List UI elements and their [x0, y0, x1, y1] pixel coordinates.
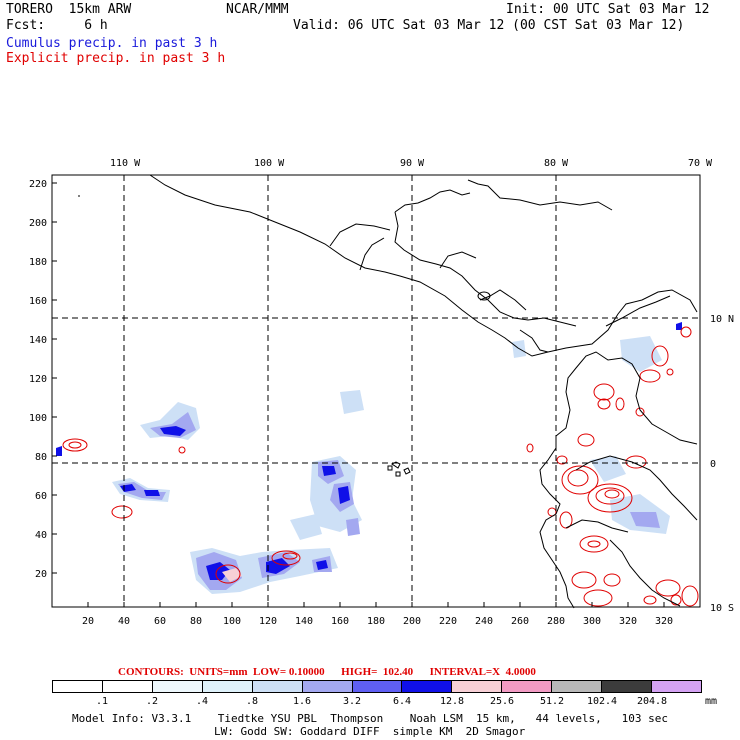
contour-info: CONTOURS: UNITS=mm LOW= 0.10000 HIGH= 10… — [118, 666, 536, 678]
lon-label-80w: 80 W — [544, 158, 569, 169]
x-tick-label: 120 — [259, 616, 277, 627]
x-tick-labels: 20 40 60 80 100 120 140 160 180 200 220 … — [82, 616, 637, 627]
lon-label-70w: 70 W — [688, 158, 713, 169]
colorbar-unit: mm — [704, 696, 718, 707]
y-tick-label: 120 — [29, 374, 47, 385]
cumulus-precip-areas — [56, 322, 682, 594]
x-tick-label-320: 320 — [655, 616, 673, 627]
x-tick-label: 280 — [547, 616, 565, 627]
map-frame — [51, 174, 701, 608]
colorbar-label: 3.2 — [342, 696, 362, 707]
model-info-line2: LW: Godd SW: Goddard DIFF simple KM 2D S… — [214, 725, 526, 738]
lon-label-90w: 90 W — [400, 158, 425, 169]
colorbar-label: 12.8 — [439, 696, 465, 707]
colorbar-swatch — [352, 681, 403, 692]
y-tick-label: 80 — [35, 452, 47, 463]
y-tick-label: 40 — [35, 530, 47, 541]
colorbar-swatch — [252, 681, 303, 692]
colorbar-label: .4 — [195, 696, 209, 707]
x-tick-label: 80 — [190, 616, 202, 627]
colorbar-label: 25.6 — [489, 696, 515, 707]
x-tick-label: 140 — [295, 616, 313, 627]
x-tick-label: 320 — [619, 616, 637, 627]
x-tick-label: 200 — [403, 616, 421, 627]
coastlines — [78, 174, 698, 609]
y-tick-label: 180 — [29, 257, 47, 268]
y-tick-label: 20 — [35, 569, 47, 580]
colorbar-swatch — [102, 681, 153, 692]
model-info-line1: Model Info: V3.3.1 Tiedtke YSU PBL Thomp… — [72, 712, 669, 725]
grid-lines — [52, 175, 700, 607]
y-tick-label: 140 — [29, 335, 47, 346]
x-tick-labels-extra: 320 — [655, 616, 673, 627]
colorbar-label: 102.4 — [586, 696, 618, 707]
colorbar-swatch — [452, 681, 503, 692]
valid-time: Valid: 06 UTC Sat 03 Mar 12 (00 CST Sat … — [293, 18, 685, 33]
x-tick-label: 20 — [82, 616, 94, 627]
colorbar-label: 204.8 — [636, 696, 668, 707]
y-tick-labels: 20 40 60 80 100 120 140 160 180 200 220 — [29, 179, 47, 580]
x-tick-label: 240 — [475, 616, 493, 627]
legend-cumulus: Cumulus precip. in past 3 h — [6, 36, 218, 51]
x-axis-ticks — [87, 602, 665, 607]
colorbar-swatch — [602, 681, 653, 692]
colorbar-label: 51.2 — [539, 696, 565, 707]
colorbar-swatch — [152, 681, 203, 692]
colorbar-swatch — [652, 681, 701, 692]
x-tick-label: 60 — [154, 616, 166, 627]
colorbar-label: 1.6 — [292, 696, 312, 707]
explicit-precip-contours — [62, 326, 699, 607]
x-tick-label: 160 — [331, 616, 349, 627]
lon-label-100w: 100 W — [254, 158, 285, 169]
colorbar-label: .8 — [245, 696, 259, 707]
colorbar-label: 6.4 — [392, 696, 412, 707]
colorbar-swatch — [402, 681, 453, 692]
y-tick-label: 220 — [29, 179, 47, 190]
x-tick-label: 180 — [367, 616, 385, 627]
x-tick-label: 100 — [223, 616, 241, 627]
y-axis-ticks — [52, 182, 57, 574]
lat-label-10s: 10 S — [710, 603, 734, 614]
y-tick-label: 100 — [29, 413, 47, 424]
colorbar-swatch — [302, 681, 353, 692]
forecast-hour: Fcst: 6 h — [6, 18, 108, 33]
x-tick-label: 220 — [439, 616, 457, 627]
legend-explicit: Explicit precip. in past 3 h — [6, 51, 226, 66]
lat-label-10n: 10 N — [710, 314, 734, 325]
y-tick-label: 60 — [35, 491, 47, 502]
colorbar-swatch — [502, 681, 553, 692]
colorbar-label: .1 — [95, 696, 109, 707]
lat-label-0: 0 — [710, 459, 716, 470]
colorbar-swatch — [552, 681, 603, 692]
y-tick-label: 160 — [29, 296, 47, 307]
y-tick-label: 200 — [29, 218, 47, 229]
colorbar-swatch — [53, 681, 103, 692]
x-tick-label: 40 — [118, 616, 130, 627]
x-tick-label: 300 — [583, 616, 601, 627]
colorbar-label: .2 — [145, 696, 159, 707]
model-title: TORERO 15km ARW — [6, 2, 132, 17]
x-tick-label: 260 — [511, 616, 529, 627]
colorbar-swatch — [202, 681, 253, 692]
org-label: NCAR/MMM — [226, 2, 289, 17]
colorbar — [52, 680, 702, 693]
lon-label-110w: 110 W — [110, 158, 141, 169]
init-time: Init: 00 UTC Sat 03 Mar 12 — [506, 2, 710, 17]
